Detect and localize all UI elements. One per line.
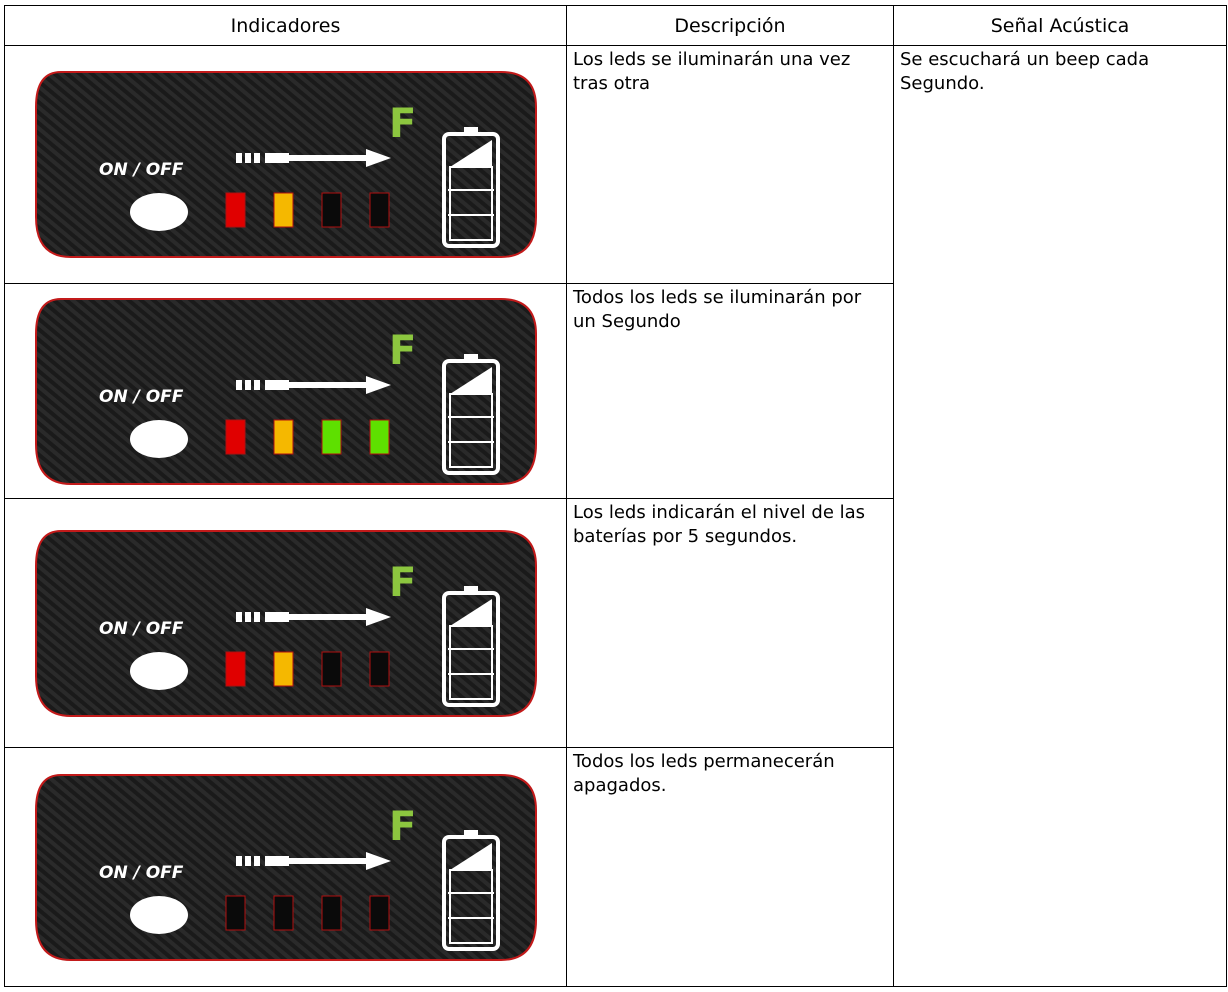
description: Los leds se iluminarán una vez tras otra	[566, 45, 894, 284]
indicator-cell: ON / OFF F	[4, 45, 567, 284]
arrow-dash	[244, 855, 251, 866]
panel: ON / OFF F	[34, 297, 537, 485]
arrow-dash	[235, 855, 242, 866]
row: ON / OFF F Los leds se iluminarán una vez …	[4, 45, 1227, 987]
battery-cap	[463, 353, 478, 361]
led	[369, 651, 389, 686]
battery-inner	[448, 166, 493, 241]
on-off-label: ON / OFF	[99, 387, 184, 407]
on-off-label: ON / OFF	[99, 160, 184, 180]
arrow-dash	[253, 379, 260, 390]
battery-cap	[463, 585, 478, 593]
on-off-label: ON / OFF	[99, 863, 184, 883]
led	[225, 192, 245, 228]
led	[225, 419, 245, 454]
mode-letter: F	[389, 101, 416, 147]
description: Todos los leds se iluminarán por un Segu…	[566, 283, 894, 499]
led	[369, 419, 389, 454]
arrow-bar	[264, 379, 289, 390]
arrow-bar	[264, 153, 289, 163]
description: Todos los leds permanecerán apagados.	[566, 747, 894, 987]
arrow-dash	[235, 153, 242, 163]
header-cell: Indicadores	[4, 5, 567, 46]
arrow-dash	[244, 153, 251, 163]
battery-level	[449, 842, 492, 870]
indicator-table: Indicadores Descripción Señal Acústica O…	[4, 5, 1227, 987]
header-row: Indicadores Descripción Señal Acústica	[4, 5, 1227, 46]
arrow	[288, 149, 391, 167]
indicator-cell: ON / OFF F	[4, 283, 567, 499]
power-button	[129, 651, 188, 690]
arrow-dash	[244, 379, 251, 390]
battery	[441, 590, 500, 707]
mode-letter: F	[389, 328, 416, 374]
arrow-bar	[264, 855, 289, 866]
arrow-bar	[264, 611, 289, 622]
row: ON / OFF F Todos los leds se iluminarán po…	[4, 283, 1227, 499]
battery-cap	[463, 127, 478, 134]
led	[369, 895, 389, 930]
arrow-dash	[253, 153, 260, 163]
led	[321, 651, 341, 686]
row: ON / OFF F Todos los leds permanecerán apa…	[4, 747, 1227, 987]
led	[369, 192, 389, 228]
arrow-dash	[244, 611, 251, 622]
power-button	[129, 193, 188, 231]
led	[225, 895, 245, 930]
panel: ON / OFF F	[34, 773, 537, 961]
battery-level	[449, 366, 492, 394]
battery-level	[449, 598, 492, 626]
table-body: ON / OFF F Los leds se iluminarán una vez …	[4, 45, 1227, 987]
arrow-dash	[235, 379, 242, 390]
mode-letter: F	[389, 560, 416, 606]
power-button	[129, 419, 188, 458]
battery-inner	[448, 624, 493, 700]
indicator-cell: ON / OFF F	[4, 498, 567, 748]
arrow-dash	[253, 855, 260, 866]
power-button	[129, 895, 188, 934]
battery-inner	[448, 392, 493, 468]
arrow	[288, 607, 391, 626]
header-cell: Descripción	[566, 5, 894, 46]
battery-level	[449, 140, 492, 167]
battery	[441, 132, 500, 248]
description: Los leds indicarán el nivel de las bater…	[566, 498, 894, 748]
on-off-label: ON / OFF	[99, 619, 184, 639]
battery	[441, 358, 500, 475]
arrow	[288, 375, 391, 394]
led	[273, 419, 293, 454]
led	[273, 895, 293, 930]
arrow	[288, 851, 391, 870]
row: ON / OFF F Los leds indicarán el nivel de …	[4, 498, 1227, 748]
battery-inner	[448, 868, 493, 944]
mode-letter: F	[389, 804, 416, 850]
arrow-dash	[235, 611, 242, 622]
led	[321, 895, 341, 930]
led	[321, 419, 341, 454]
arrow-dash	[253, 611, 260, 622]
header-cell: Señal Acústica	[893, 5, 1227, 46]
battery-cap	[463, 829, 478, 837]
battery	[441, 834, 500, 951]
panel: ON / OFF F	[34, 529, 537, 717]
indicator-cell: ON / OFF F	[4, 747, 567, 987]
led	[321, 192, 341, 228]
panel: ON / OFF F	[34, 71, 537, 258]
led	[273, 192, 293, 228]
led	[225, 651, 245, 686]
led	[273, 651, 293, 686]
acoustic-signal: Se escuchará un beep cada Segundo.	[893, 45, 1227, 987]
